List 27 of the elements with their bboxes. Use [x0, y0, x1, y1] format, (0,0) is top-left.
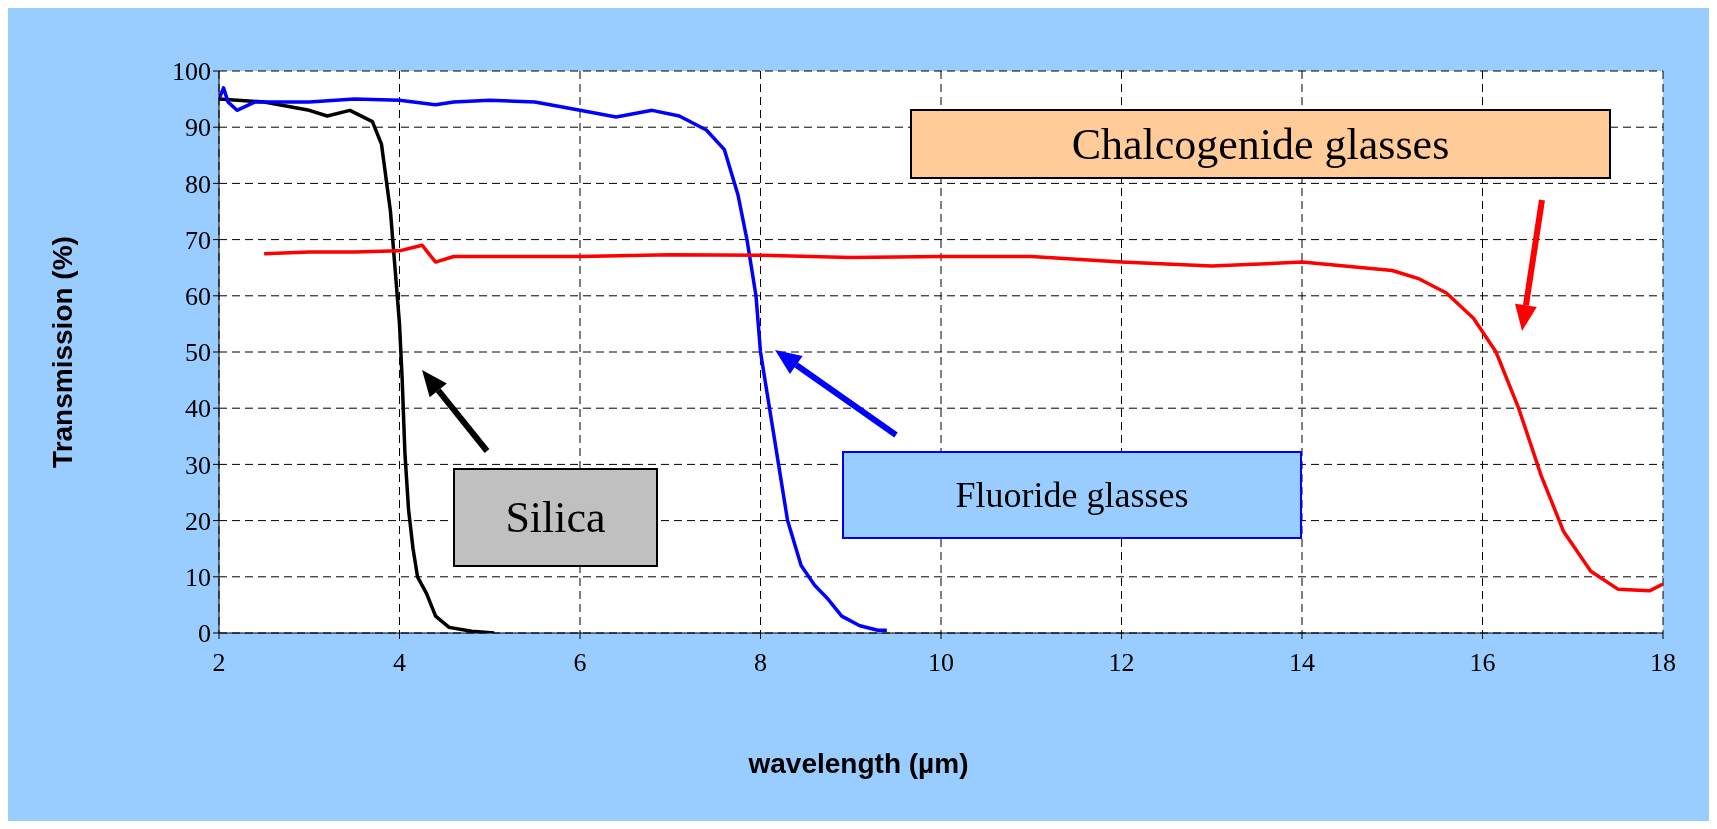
x-tick-label: 18 — [1650, 648, 1676, 678]
line-series — [262, 243, 1663, 593]
y-tick-label: 10 — [185, 563, 211, 593]
y-tick-label: 60 — [185, 282, 211, 312]
y-tick-label: 0 — [198, 619, 211, 649]
y-tick-label: 100 — [172, 57, 211, 87]
annotation: Silica — [505, 493, 606, 542]
x-tick-label: 14 — [1289, 648, 1315, 678]
x-tick-label: 6 — [573, 648, 587, 678]
x-axis-title: wavelength (µm) — [747, 748, 970, 780]
x-tick-label: 2 — [212, 648, 226, 678]
x-tick-label: 12 — [1108, 648, 1135, 678]
y-axis-title: Transmission (%) — [47, 236, 79, 468]
line-series — [219, 86, 889, 632]
x-tick-label: 10 — [928, 648, 954, 678]
annotation: Fluoride glasses — [955, 475, 1189, 515]
y-tick-label: 90 — [185, 113, 211, 143]
y-tick-label: 40 — [185, 394, 211, 424]
y-tick-label: 20 — [185, 506, 211, 536]
y-tick-label: 80 — [185, 169, 211, 199]
y-tick-label: 50 — [185, 338, 211, 368]
y-tick-label: 70 — [185, 225, 211, 255]
x-tick-label: 16 — [1469, 648, 1496, 678]
y-tick-label: 30 — [185, 450, 211, 480]
annotation: Chalcogenide glasses — [1071, 119, 1450, 169]
x-tick-label: 8 — [754, 648, 767, 678]
x-tick-label: 4 — [393, 648, 406, 678]
